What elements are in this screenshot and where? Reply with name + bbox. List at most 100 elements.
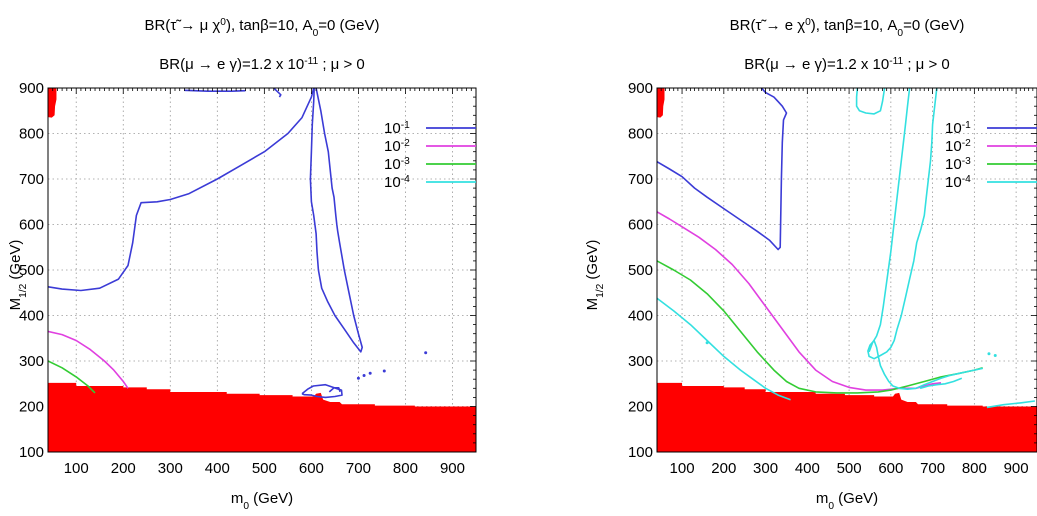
x-tick-label: 200: [711, 460, 736, 477]
y-tick-label: 700: [19, 171, 44, 188]
x-tick-label: 600: [878, 460, 903, 477]
chart-title-part: 0: [220, 17, 226, 28]
excluded-region-1: [657, 88, 665, 118]
chart-subtitle: BR(μ → e γ)=1.2 x 10-11 ; μ > 0: [744, 56, 950, 74]
chart-title-part: → μ χ: [176, 17, 220, 34]
series-0-point-2: [368, 371, 372, 375]
y-axis-label-part: M: [584, 298, 601, 311]
chart-title-part: 0: [897, 28, 903, 39]
excluded-region-1: [48, 88, 57, 118]
y-tick-label: 600: [628, 217, 653, 234]
y-axis-label: M1/2 (GeV): [584, 240, 606, 311]
series-1: [657, 211, 942, 391]
chart-title-part: =0 (GeV): [903, 17, 964, 34]
y-tick-label: 700: [628, 171, 653, 188]
legend-label-0-part: -1: [962, 120, 971, 131]
chart-subtitle: BR(μ → e γ)=1.2 x 10-11 ; μ > 0: [159, 56, 365, 74]
chart-title-part: ), tanβ=10, A: [811, 17, 898, 34]
series-3-contour-1: [867, 88, 983, 390]
legend-label-1-part: -2: [962, 138, 971, 149]
legend-label-0-part: 10: [384, 120, 401, 137]
series-0: [657, 88, 788, 251]
series-0-point-4: [424, 351, 428, 355]
chart-title: BR(τ̃ → e χ0), tanβ=10, A0=0 (GeV): [730, 17, 965, 39]
x-tick-label: 400: [205, 460, 230, 477]
series-0-point-3: [382, 369, 386, 373]
excluded-region-0: [657, 382, 1037, 452]
series-0-contour-3: [184, 89, 246, 92]
series-2: [657, 260, 983, 394]
axis-ticks: [52, 87, 477, 453]
x-tick-label: 500: [837, 460, 862, 477]
excluded-region-0: [48, 382, 476, 452]
chart-subtitle-part: -11: [304, 56, 318, 67]
series-3-contour-4: [919, 377, 963, 390]
legend-label-2-part: -3: [401, 156, 410, 167]
series-3-point-1: [987, 352, 991, 356]
series-0-contour-4: [301, 383, 343, 399]
axis-ticks: [660, 87, 1037, 453]
x-tick-label: 500: [252, 460, 277, 477]
series-0-contour-0: [657, 88, 788, 251]
series-0-contour-5: [328, 387, 341, 393]
series-3-point-2: [993, 354, 997, 358]
x-tick-label: 900: [1004, 460, 1029, 477]
chart-title-part: → e χ: [761, 17, 805, 34]
chart-title-part: ), tanβ=10, A: [226, 17, 313, 34]
y-axis-label-part: (GeV): [584, 240, 601, 284]
legend-label-2: 10-3: [384, 156, 410, 174]
y-tick-label: 600: [19, 217, 44, 234]
y-tick-label: 100: [19, 444, 44, 461]
series-3-contour-3: [855, 88, 886, 115]
chart-panel-left: BR(τ̃ → μ χ0), tanβ=10, A0=0 (GeV) BR(μ →…: [0, 0, 518, 512]
legend-label-1-part: -2: [401, 138, 410, 149]
series-0-contour-2: [273, 88, 282, 98]
legend-label-3: 10-4: [384, 174, 410, 192]
series-0-point-0: [356, 376, 360, 380]
chart-title-part: 0: [313, 28, 319, 39]
chart-subtitle-part: -11: [889, 56, 903, 67]
y-tick-label: 200: [19, 399, 44, 416]
y-tick-label: 200: [628, 399, 653, 416]
y-tick-label: 400: [19, 308, 44, 325]
series-1-contour-0: [48, 330, 129, 389]
y-axis-label-part: (GeV): [7, 240, 24, 284]
series-2-contour-0: [48, 360, 96, 394]
chart-subtitle-part: BR(μ → e γ)=1.2 x 10: [159, 56, 304, 73]
x-tick-label: 300: [158, 460, 183, 477]
chart-title-part: BR(: [730, 17, 756, 34]
series-3-contour-2: [868, 88, 911, 353]
legend-label-2-part: 10: [945, 156, 962, 173]
legend: 10-110-210-310-4: [945, 120, 1037, 192]
legend-label-3: 10-4: [945, 174, 971, 192]
x-axis-label-part: 0: [828, 501, 834, 512]
y-tick-label: 900: [628, 80, 653, 97]
legend-label-1: 10-2: [945, 138, 971, 156]
y-tick-label: 500: [19, 262, 44, 279]
legend-label-3-part: 10: [384, 174, 401, 191]
legend-label-0-part: -1: [401, 120, 410, 131]
x-axis-label-part: m: [231, 490, 244, 507]
series-3-point-0: [705, 341, 709, 345]
y-tick-label: 800: [19, 126, 44, 143]
chart-subtitle-part: BR(μ → e γ)=1.2 x 10: [744, 56, 889, 73]
x-axis-label: m0 (GeV): [816, 490, 878, 511]
x-tick-label: 100: [670, 460, 695, 477]
x-tick-label: 600: [299, 460, 324, 477]
y-tick-label: 800: [628, 126, 653, 143]
y-tick-label: 400: [628, 308, 653, 325]
y-tick-label: 900: [19, 80, 44, 97]
x-axis-label-part: (GeV): [834, 490, 878, 507]
legend-label-0-part: 10: [945, 120, 962, 137]
plot-area: [48, 88, 476, 452]
chart-panel-right: BR(τ̃ → e χ0), tanβ=10, A0=0 (GeV) BR(μ →…: [576, 0, 1037, 512]
x-tick-label: 700: [920, 460, 945, 477]
y-tick-label: 300: [628, 353, 653, 370]
legend-label-2-part: -3: [962, 156, 971, 167]
x-tick-label: 800: [393, 460, 418, 477]
y-tick-label: 100: [628, 444, 653, 461]
chart-right: BR(τ̃ → e χ0), tanβ=10, A0=0 (GeV) BR(μ →…: [584, 17, 1037, 512]
legend-label-1: 10-2: [384, 138, 410, 156]
series-2: [48, 360, 96, 394]
x-axis-label: m0 (GeV): [231, 490, 293, 511]
